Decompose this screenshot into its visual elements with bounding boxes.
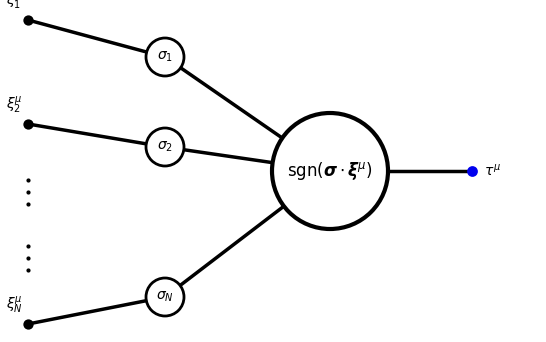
Point — [467, 168, 476, 174]
Circle shape — [146, 278, 184, 316]
Point — [23, 17, 32, 23]
Point — [23, 121, 32, 127]
Text: $\xi_1^{\mu}$: $\xi_1^{\mu}$ — [7, 0, 23, 12]
Text: sgn($\boldsymbol{\sigma} \cdot \boldsymbol{\xi}^{\mu}$): sgn($\boldsymbol{\sigma} \cdot \boldsymb… — [287, 160, 373, 182]
Point — [23, 321, 32, 327]
Circle shape — [146, 38, 184, 76]
Circle shape — [272, 113, 388, 229]
Text: $\xi_N^{\mu}$: $\xi_N^{\mu}$ — [6, 295, 23, 316]
Text: $\sigma_1$: $\sigma_1$ — [157, 50, 173, 64]
Text: $\sigma_N$: $\sigma_N$ — [156, 290, 174, 304]
Text: $\sigma_2$: $\sigma_2$ — [157, 140, 173, 154]
Circle shape — [146, 128, 184, 166]
Text: $\xi_2^{\mu}$: $\xi_2^{\mu}$ — [7, 95, 23, 116]
Text: $\tau^{\mu}$: $\tau^{\mu}$ — [484, 163, 501, 179]
